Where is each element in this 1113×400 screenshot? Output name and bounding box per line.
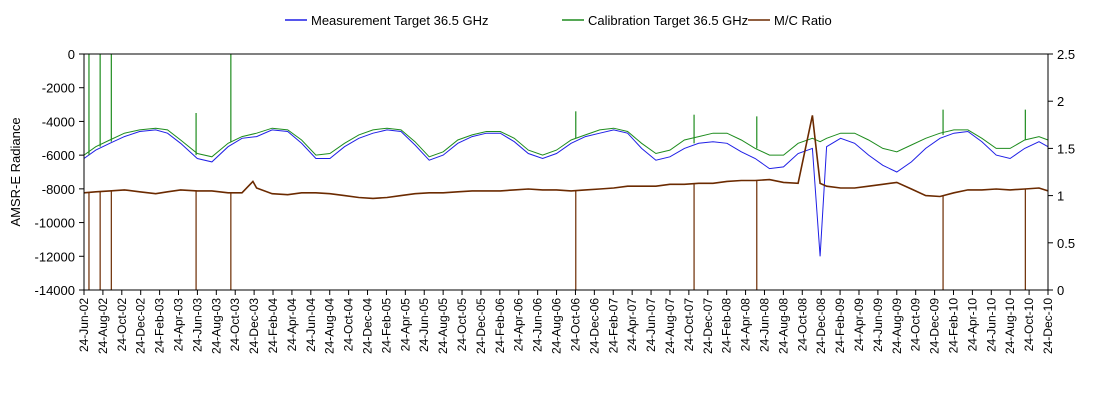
x-tick-label: 24-Dec-06 <box>587 298 601 354</box>
x-tick-label: 24-Apr-05 <box>398 298 412 352</box>
x-tick-label: 24-Dec-10 <box>1041 298 1055 354</box>
x-tick-label: 24-Jun-06 <box>531 298 545 352</box>
x-tick-label: 24-Dec-03 <box>247 298 261 354</box>
x-tick-label: 24-Feb-03 <box>153 298 167 354</box>
y2-tick-label: 2.5 <box>1057 47 1075 62</box>
x-tick-label: 24-Jun-02 <box>77 298 91 352</box>
x-tick-label: 24-Oct-02 <box>115 298 129 352</box>
plot-area <box>83 54 1049 290</box>
y-tick-label: -6000 <box>42 148 75 163</box>
y-tick-label: -12000 <box>35 249 75 264</box>
series-line-measurement-target-36-5-ghz <box>83 129 1049 257</box>
series-line-calibration-target-36-5-ghz <box>83 127 1049 158</box>
series-line-m-c-ratio <box>83 115 1049 200</box>
axes: 0-2000-4000-6000-8000-10000-12000-140002… <box>35 47 1076 354</box>
x-tick-label: 24-Jun-04 <box>304 298 318 352</box>
x-tick-label: 24-Aug-03 <box>209 298 223 354</box>
x-tick-label: 24-Feb-10 <box>946 298 960 354</box>
x-tick-label: 24-Jun-10 <box>984 298 998 352</box>
x-tick-label: 24-Dec-02 <box>134 298 148 354</box>
y-tick-label: -8000 <box>42 182 75 197</box>
legend-label: Measurement Target 36.5 GHz <box>311 13 489 28</box>
x-tick-label: 24-Oct-04 <box>342 298 356 352</box>
y2-tick-label: 2 <box>1057 94 1064 109</box>
legend: Measurement Target 36.5 GHz Calibration T… <box>285 13 832 28</box>
x-tick-label: 24-Apr-07 <box>625 298 639 352</box>
x-tick-label: 24-Aug-04 <box>323 298 337 354</box>
x-tick-label: 24-Aug-10 <box>1003 298 1017 354</box>
y-tick-label: 0 <box>68 47 75 62</box>
x-tick-label: 24-Oct-03 <box>228 298 242 352</box>
x-tick-label: 24-Feb-05 <box>379 298 393 354</box>
y2-tick-label: 1 <box>1057 189 1064 204</box>
y2-tick-label: 1.5 <box>1057 141 1075 156</box>
x-tick-label: 24-Apr-06 <box>512 298 526 352</box>
x-tick-label: 24-Apr-03 <box>172 298 186 352</box>
x-tick-label: 24-Apr-09 <box>852 298 866 352</box>
y-axis-title: AMSR-E Radiance <box>8 117 23 226</box>
x-tick-label: 24-Jun-08 <box>757 298 771 352</box>
y-tick-label: -4000 <box>42 114 75 129</box>
y-tick-label: -10000 <box>35 216 75 231</box>
x-tick-label: 24-Oct-08 <box>795 298 809 352</box>
legend-label: M/C Ratio <box>774 13 832 28</box>
x-tick-label: 24-Aug-08 <box>776 298 790 354</box>
x-tick-label: 24-Dec-08 <box>814 298 828 354</box>
x-tick-label: 24-Aug-05 <box>436 298 450 354</box>
x-tick-label: 24-Aug-02 <box>96 298 110 354</box>
y-tick-label: -2000 <box>42 81 75 96</box>
y-tick-label: -14000 <box>35 283 75 298</box>
x-tick-label: 24-Aug-09 <box>890 298 904 354</box>
x-tick-label: 24-Apr-08 <box>739 298 753 352</box>
x-tick-label: 24-Oct-06 <box>568 298 582 352</box>
x-tick-label: 24-Feb-04 <box>266 298 280 354</box>
legend-label: Calibration Target 36.5 GHz <box>588 13 748 28</box>
x-tick-label: 24-Feb-07 <box>606 298 620 354</box>
plot-frame <box>83 53 1049 291</box>
x-tick-label: 24-Jun-07 <box>644 298 658 352</box>
y2-tick-label: 0 <box>1057 283 1064 298</box>
x-tick-label: 24-Feb-08 <box>720 298 734 354</box>
x-tick-label: 24-Apr-10 <box>965 298 979 352</box>
x-tick-label: 24-Dec-07 <box>701 298 715 354</box>
x-tick-label: 24-Jun-05 <box>417 298 431 352</box>
x-tick-label: 24-Oct-10 <box>1022 298 1036 352</box>
x-tick-label: 24-Oct-07 <box>682 298 696 352</box>
x-tick-label: 24-Dec-09 <box>928 298 942 354</box>
x-tick-label: 24-Jun-03 <box>190 298 204 352</box>
x-tick-label: 24-Oct-09 <box>909 298 923 352</box>
x-tick-label: 24-Feb-06 <box>493 298 507 354</box>
x-tick-label: 24-Aug-07 <box>663 298 677 354</box>
x-tick-label: 24-Jun-09 <box>871 298 885 352</box>
x-tick-label: 24-Dec-05 <box>474 298 488 354</box>
x-tick-label: 24-Oct-05 <box>455 298 469 352</box>
x-tick-label: 24-Aug-06 <box>550 298 564 354</box>
x-tick-label: 24-Apr-04 <box>285 298 299 352</box>
x-tick-label: 24-Feb-09 <box>833 298 847 354</box>
y2-tick-label: 0.5 <box>1057 236 1075 251</box>
x-tick-label: 24-Dec-04 <box>361 298 375 354</box>
